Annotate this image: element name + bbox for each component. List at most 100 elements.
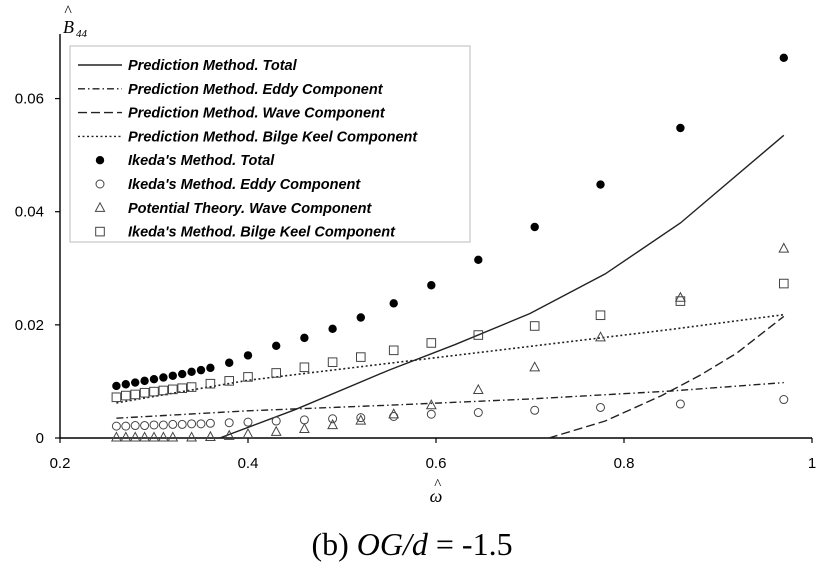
data-point-filled-circle bbox=[676, 123, 685, 133]
data-point-filled-circle bbox=[140, 376, 149, 386]
series-line-solid bbox=[219, 134, 785, 438]
data-point-filled-circle bbox=[121, 380, 130, 389]
data-point-open-triangle bbox=[242, 427, 254, 439]
data-point-open-circle bbox=[196, 419, 206, 429]
data-point-filled-circle bbox=[300, 333, 309, 343]
data-point-open-triangle bbox=[472, 383, 484, 395]
data-point-open-circle bbox=[149, 420, 159, 430]
data-point-open-circle bbox=[187, 419, 197, 429]
data-point-open-circle bbox=[675, 399, 685, 409]
data-point-filled-circle bbox=[206, 363, 215, 373]
data-point-open-square bbox=[224, 376, 234, 386]
data-point-open-circle bbox=[205, 418, 215, 428]
data-point-open-circle bbox=[121, 421, 131, 431]
data-point-open-triangle bbox=[186, 431, 198, 442]
legend-label: Prediction Method. Wave Component bbox=[128, 106, 386, 122]
data-point-open-circle bbox=[299, 415, 309, 425]
legend-swatch-open-triangle bbox=[94, 201, 106, 212]
data-point-open-circle bbox=[473, 408, 483, 418]
data-point-open-circle bbox=[426, 409, 436, 419]
data-point-filled-circle bbox=[149, 374, 159, 384]
data-point-filled-circle bbox=[196, 365, 206, 375]
data-point-open-square bbox=[130, 389, 140, 400]
y-tick-label: 0.06 bbox=[15, 91, 44, 108]
data-point-open-circle bbox=[596, 402, 605, 412]
data-point-filled-circle bbox=[112, 381, 121, 391]
data-point-open-triangle bbox=[355, 414, 367, 425]
data-point-filled-circle bbox=[243, 351, 253, 360]
x-tick-label: 0.2 bbox=[50, 455, 71, 472]
data-point-filled-circle bbox=[178, 369, 187, 379]
data-point-open-circle bbox=[168, 419, 178, 429]
data-point-open-triangle bbox=[529, 361, 541, 372]
data-point-filled-circle bbox=[187, 367, 196, 377]
data-point-open-triangle bbox=[223, 429, 235, 440]
data-point-open-square bbox=[473, 330, 484, 340]
plot-area bbox=[116, 134, 785, 438]
data-point-open-triangle bbox=[204, 430, 216, 441]
legend-label: Ikeda's Method. Eddy Component bbox=[128, 177, 361, 193]
series-line-dashed bbox=[548, 315, 785, 438]
data-point-filled-circle bbox=[328, 324, 337, 334]
x-tick-label: 0.4 bbox=[238, 455, 259, 472]
legend-swatch-open-square bbox=[95, 226, 105, 237]
data-point-open-square bbox=[121, 390, 131, 401]
data-point-open-circle bbox=[530, 405, 540, 415]
data-point-open-square bbox=[271, 368, 281, 378]
data-point-filled-circle bbox=[779, 53, 788, 63]
caption-prefix: (b) bbox=[311, 526, 357, 562]
data-point-open-triangle bbox=[595, 331, 606, 342]
data-point-open-square bbox=[177, 383, 187, 394]
data-point-open-circle bbox=[271, 416, 281, 426]
data-point-open-square bbox=[426, 338, 437, 348]
data-point-open-triangle bbox=[270, 425, 282, 436]
data-point-filled-circle bbox=[530, 222, 539, 232]
data-point-filled-circle bbox=[225, 358, 234, 367]
data-point-open-triangle bbox=[110, 431, 122, 442]
y-tick-label: 0 bbox=[36, 430, 44, 447]
data-point-open-square bbox=[675, 296, 686, 306]
series-line-dashdot bbox=[116, 381, 784, 419]
data-point-open-circle bbox=[130, 421, 140, 431]
data-point-open-square bbox=[168, 384, 178, 395]
y-axis-label-letter: B bbox=[63, 17, 74, 37]
data-point-open-triangle bbox=[120, 431, 132, 442]
data-point-open-circle bbox=[779, 395, 789, 405]
data-point-open-triangle bbox=[157, 431, 169, 442]
data-point-open-square bbox=[158, 385, 169, 396]
legend-label: Prediction Method. Eddy Component bbox=[128, 82, 384, 98]
caption-variable: OG/d bbox=[356, 526, 428, 562]
data-point-filled-circle bbox=[168, 371, 177, 380]
legend-swatch-filled-circle bbox=[95, 156, 105, 165]
x-tick-label: 0.6 bbox=[426, 455, 447, 472]
y-tick-label: 0.04 bbox=[15, 204, 44, 221]
data-point-filled-circle bbox=[159, 373, 168, 382]
data-point-open-circle bbox=[328, 414, 338, 424]
data-point-open-square bbox=[529, 321, 540, 331]
data-point-open-square bbox=[139, 387, 150, 398]
x-tick-label: 0.8 bbox=[614, 455, 635, 472]
y-axis-label-hat: ^ bbox=[64, 3, 72, 20]
data-point-open-triangle bbox=[327, 418, 339, 430]
data-point-open-square bbox=[595, 310, 606, 321]
data-point-open-circle bbox=[158, 420, 168, 430]
caption-suffix: = -1.5 bbox=[427, 526, 513, 562]
data-point-open-square bbox=[186, 382, 197, 392]
data-point-open-circle bbox=[356, 413, 366, 423]
data-point-open-circle bbox=[111, 421, 121, 431]
data-point-filled-circle bbox=[356, 313, 365, 322]
data-point-open-square bbox=[388, 345, 399, 356]
data-point-open-square bbox=[356, 352, 366, 362]
data-point-open-square bbox=[327, 357, 338, 367]
data-point-open-triangle bbox=[129, 431, 141, 442]
data-point-open-circle bbox=[243, 417, 253, 427]
legend: Prediction Method. Total Prediction Metho… bbox=[69, 45, 471, 243]
y-axis-label-subscript: 44 bbox=[76, 28, 88, 40]
legend-label: Prediction Method. Total bbox=[128, 58, 298, 74]
legend-box bbox=[69, 45, 471, 243]
data-point-filled-circle bbox=[131, 378, 140, 387]
data-point-filled-circle bbox=[427, 281, 436, 290]
data-point-open-triangle bbox=[139, 431, 151, 442]
x-axis-label-hat: ^ bbox=[434, 477, 442, 493]
y-axis-label: B^ 44 bbox=[63, 3, 88, 40]
